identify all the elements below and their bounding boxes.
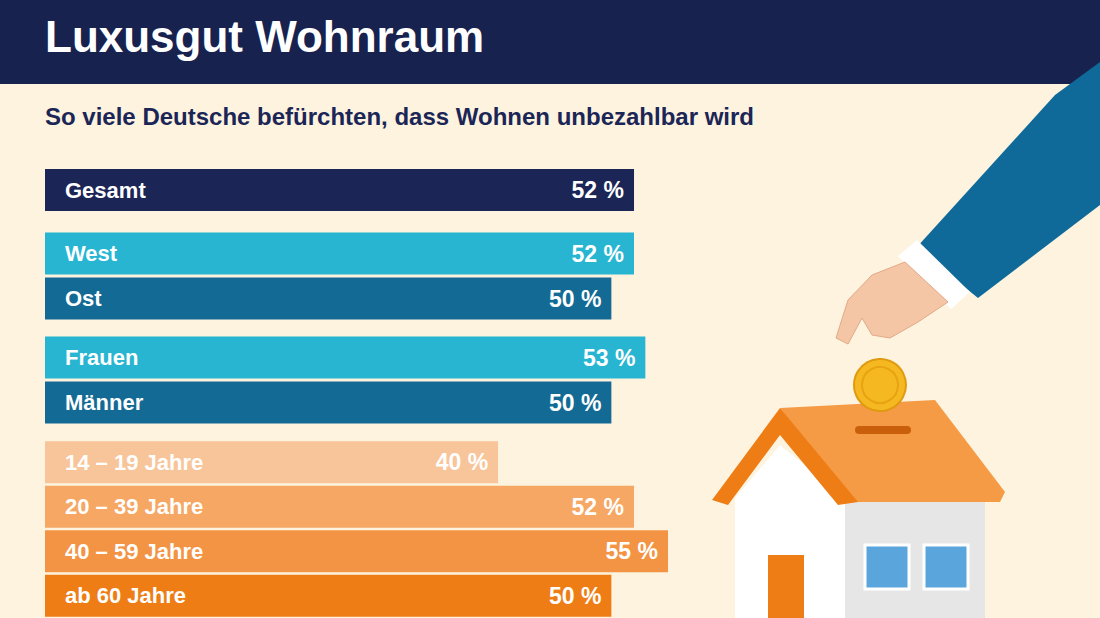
svg-text:Gesamt: Gesamt	[65, 178, 146, 203]
svg-text:40 – 59 Jahre: 40 – 59 Jahre	[65, 539, 203, 564]
svg-text:50 %: 50 %	[549, 286, 601, 312]
svg-text:14 – 19 Jahre: 14 – 19 Jahre	[65, 450, 203, 475]
svg-text:Ost: Ost	[65, 286, 102, 311]
svg-text:52 %: 52 %	[572, 177, 624, 203]
svg-text:Luxusgut Wohnraum: Luxusgut Wohnraum	[45, 12, 484, 61]
svg-text:53 %: 53 %	[583, 345, 635, 371]
svg-text:50 %: 50 %	[549, 390, 601, 416]
svg-text:52 %: 52 %	[572, 241, 624, 267]
svg-text:20 – 39 Jahre: 20 – 39 Jahre	[65, 494, 203, 519]
svg-text:West: West	[65, 241, 118, 266]
svg-text:So viele Deutsche befürchten,: So viele Deutsche befürchten, dass Wohne…	[45, 103, 754, 130]
svg-text:40 %: 40 %	[436, 449, 488, 475]
svg-text:ab 60 Jahre: ab 60 Jahre	[65, 583, 186, 608]
svg-text:Männer: Männer	[65, 390, 144, 415]
svg-text:50 %: 50 %	[549, 583, 601, 609]
svg-text:52 %: 52 %	[572, 494, 624, 520]
svg-text:Frauen: Frauen	[65, 345, 138, 370]
svg-text:55 %: 55 %	[606, 538, 658, 564]
